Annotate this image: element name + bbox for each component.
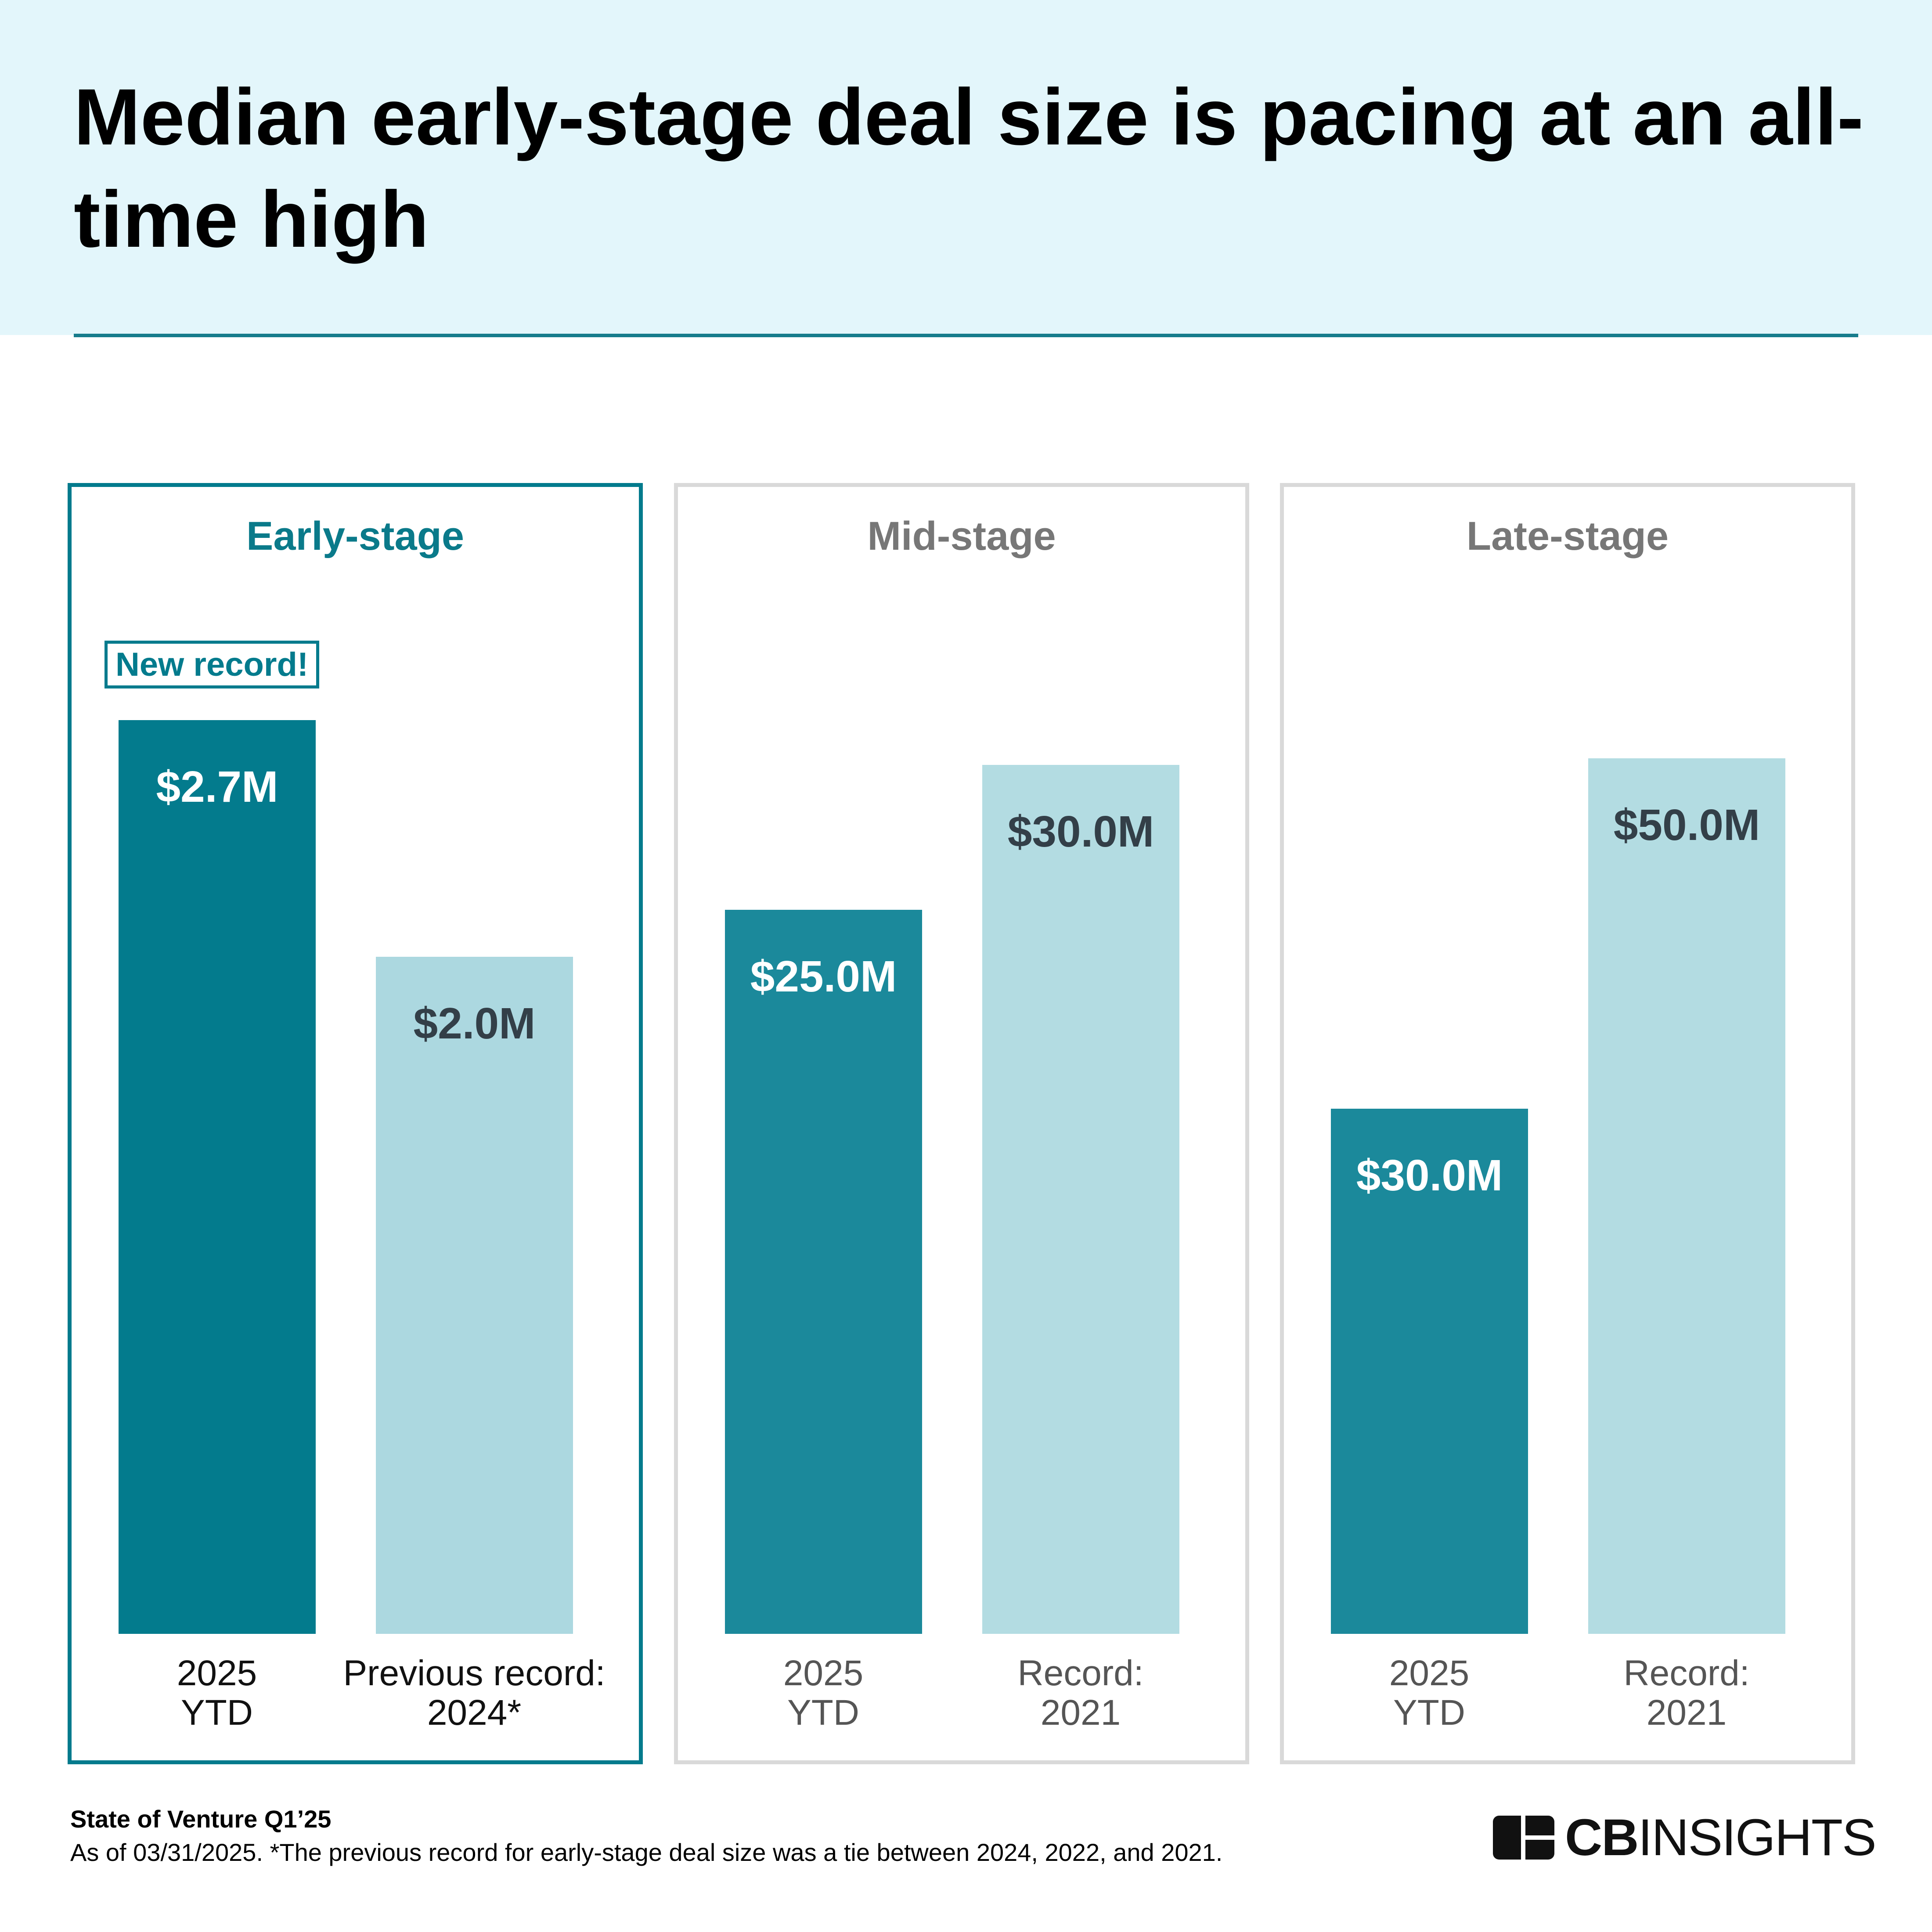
bar bbox=[1588, 758, 1785, 1634]
header: Median early-stage deal size is pacing a… bbox=[0, 0, 1932, 335]
x-tick-label: 2025 YTD bbox=[783, 1653, 864, 1733]
value-label: $50.0M bbox=[1613, 800, 1760, 850]
logo-bold: CB bbox=[1565, 1809, 1639, 1867]
chart-panel: Mid-stage $25.0M 2025 YTD $30.0M Record: 202… bbox=[674, 483, 1249, 1764]
bar bbox=[376, 957, 573, 1634]
value-label: $2.0M bbox=[413, 999, 536, 1049]
x-tick-label: 2025 YTD bbox=[177, 1653, 257, 1733]
logo-light: INSIGHTS bbox=[1638, 1809, 1876, 1867]
source: State of Venture Q1’25 bbox=[70, 1805, 332, 1833]
annotation: New record! bbox=[105, 641, 320, 688]
chart-title: Mid-stage bbox=[867, 514, 1056, 559]
x-tick-label: Record: 2021 bbox=[1017, 1653, 1144, 1733]
footnote: As of 03/31/2025. *The previous record f… bbox=[70, 1838, 1223, 1866]
chart-panel: Early-stage New record! $2.7M 2025 YTD $2.0M… bbox=[68, 483, 643, 1764]
logo: CB INSIGHTS bbox=[1493, 1809, 1877, 1867]
chart-title: Early-stage bbox=[246, 514, 465, 559]
divider bbox=[74, 334, 1858, 337]
value-label: $25.0M bbox=[750, 952, 897, 1001]
chart-panel: Late-stage $30.0M 2025 YTD $50.0M Record: 20… bbox=[1280, 483, 1855, 1764]
x-tick-label: Record: 2021 bbox=[1623, 1653, 1750, 1733]
x-tick-label: Previous record: 2024* bbox=[343, 1653, 606, 1733]
value-label: $30.0M bbox=[1356, 1150, 1503, 1200]
bar bbox=[725, 909, 922, 1634]
x-tick-label: 2025 YTD bbox=[1389, 1653, 1470, 1733]
bar bbox=[982, 764, 1179, 1634]
logo-icon bbox=[1493, 1816, 1554, 1860]
value-label: $30.0M bbox=[1007, 807, 1154, 856]
chart-title: Late-stage bbox=[1466, 514, 1669, 559]
title: Median early-stage deal size is pacing a… bbox=[74, 72, 1864, 264]
bar bbox=[119, 720, 316, 1634]
bar bbox=[1331, 1108, 1528, 1634]
value-label: $2.7M bbox=[156, 762, 278, 811]
